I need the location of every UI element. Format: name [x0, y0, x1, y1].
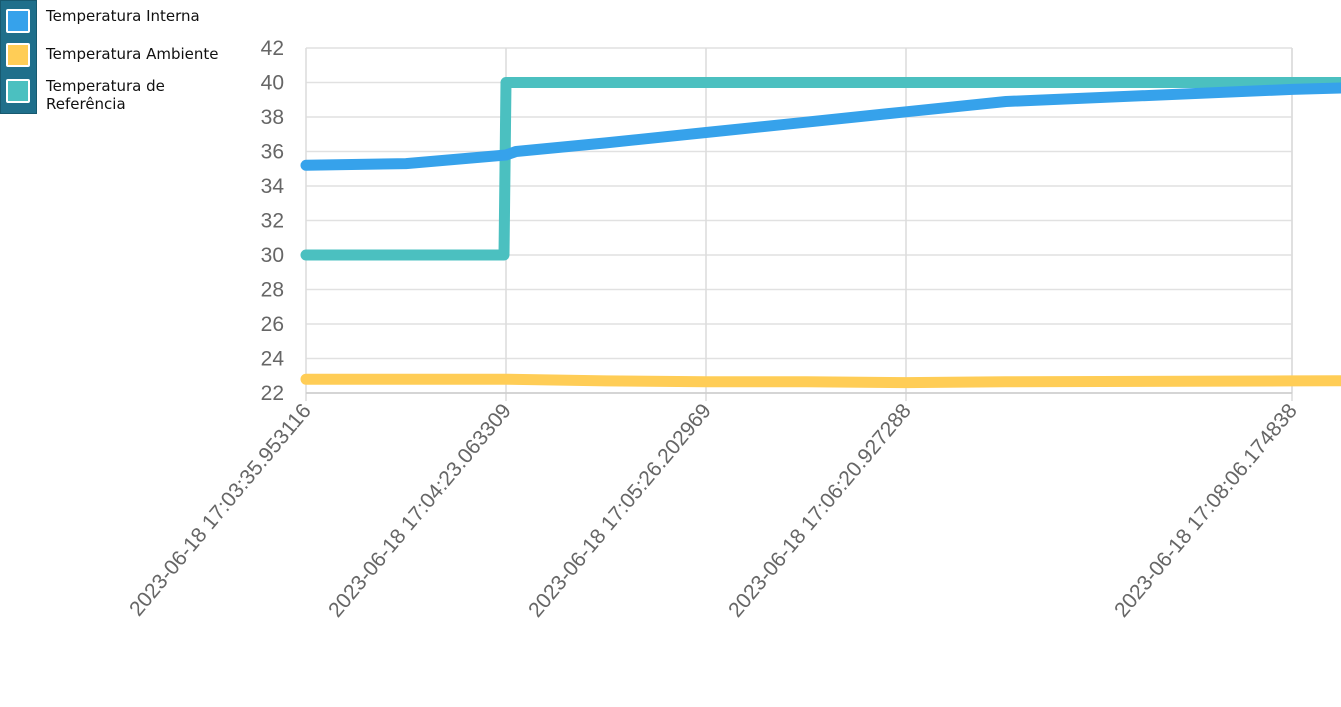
- legend: Temperatura Interna Temperatura Ambiente…: [0, 0, 219, 114]
- x-tick-label: 2023-06-18 17:06:20.927288: [724, 399, 916, 621]
- series-lines: [300, 77, 1341, 389]
- y-tick-label: 32: [261, 210, 284, 233]
- y-tick-label: 28: [261, 279, 284, 302]
- legend-label-temperatura-interna: Temperatura Interna: [46, 7, 200, 25]
- x-tick-label: 2023-06-18 17:03:35.953116: [125, 399, 316, 620]
- x-tick-label: 2023-06-18 17:05:26.202969: [524, 399, 716, 621]
- x-tick-label: 2023-06-18 17:04:23.063309: [324, 399, 516, 621]
- x-tick-label: 2023-06-18 17:08:06.174838: [1110, 399, 1302, 621]
- y-tick-label: 42: [261, 37, 284, 60]
- legend-swatch-temperatura-ambiente: [6, 43, 30, 67]
- y-axis-ticks: 22 24 26 28 30 32 34 36 38 40 42: [261, 37, 285, 405]
- y-tick-label: 26: [261, 313, 284, 336]
- y-tick-label: 34: [261, 175, 285, 198]
- series-line-1: [300, 373, 1341, 389]
- y-tick-label: 22: [261, 382, 284, 405]
- y-tick-label: 38: [261, 106, 284, 129]
- x-axis-ticks: 2023-06-18 17:03:35.953116 2023-06-18 17:…: [125, 399, 1302, 621]
- legend-label-temperatura-ambiente: Temperatura Ambiente: [46, 45, 219, 63]
- series-line-0: [300, 82, 1341, 171]
- y-tick-label: 36: [261, 141, 284, 164]
- y-tick-label: 30: [261, 244, 284, 267]
- y-tick-label: 24: [261, 348, 285, 371]
- legend-label-temperatura-referencia: Temperatura de Referência: [46, 77, 165, 113]
- legend-swatch-temperatura-interna: [6, 9, 30, 33]
- legend-swatch-temperatura-referencia: [6, 79, 30, 103]
- y-tick-label: 40: [261, 72, 284, 95]
- series-line-2: [300, 77, 1341, 261]
